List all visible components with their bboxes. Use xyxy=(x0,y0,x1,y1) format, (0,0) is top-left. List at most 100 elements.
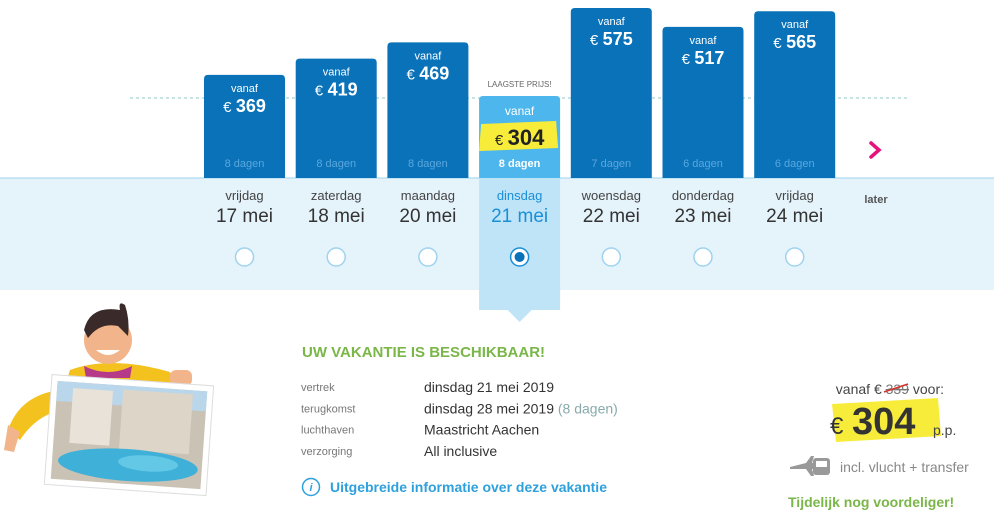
price-currency: € xyxy=(830,413,844,440)
weekday: donderdag xyxy=(672,188,734,203)
date: 23 mei xyxy=(674,206,731,227)
bar-price: € 304 xyxy=(495,125,545,150)
price-per: p.p. xyxy=(933,422,956,438)
bar-currency: € xyxy=(773,35,782,52)
price-bar xyxy=(754,11,836,178)
weekday: dinsdag xyxy=(497,188,543,203)
radio-dot xyxy=(514,252,525,262)
bar-currency: € xyxy=(223,99,232,116)
info-icon xyxy=(301,477,321,497)
bar-price: € 575 xyxy=(590,29,633,49)
detail-label: luchthaven xyxy=(301,425,354,437)
detail-value-text: dinsdag 28 mei 2019 xyxy=(424,400,554,416)
plane-icon xyxy=(790,456,822,476)
date: 20 mei xyxy=(399,206,456,227)
selected-pointer xyxy=(507,310,532,322)
info-link[interactable]: i Uitgebreide informatie over deze vakan… xyxy=(301,477,608,497)
old-currency: € xyxy=(874,381,882,397)
includes: incl. vlucht + transfer xyxy=(840,459,969,475)
bar-price: € 419 xyxy=(315,80,358,100)
date: 24 mei xyxy=(766,206,823,227)
offer-details: vertrek dinsdag 21 mei 2019 terugkomst dins… xyxy=(301,379,618,459)
later-link[interactable]: later xyxy=(864,194,888,206)
bar-price: € 565 xyxy=(773,32,816,52)
from-label: vanaf xyxy=(414,50,442,62)
bar-currency: € xyxy=(682,51,691,68)
price-suffix: voor: xyxy=(913,381,944,397)
from-label: vanaf xyxy=(323,67,351,79)
strike xyxy=(883,383,909,393)
price-prefix: vanaf xyxy=(836,381,870,397)
price-bar xyxy=(662,26,744,178)
detail-label: terugkomst xyxy=(301,403,355,415)
detail-label: vertrek xyxy=(301,382,335,394)
detail-value-text: Maastricht Aachen xyxy=(424,422,539,438)
bar-duration: 8 dagen xyxy=(499,158,541,170)
bar-duration: 8 dagen xyxy=(225,158,265,170)
detail-value: All inclusive xyxy=(424,443,497,459)
bar-duration: 8 dagen xyxy=(408,158,448,170)
bar-price-value: 575 xyxy=(603,29,633,49)
date-radio[interactable] xyxy=(693,247,713,267)
bar-duration: 8 dagen xyxy=(316,158,356,170)
date-radio[interactable] xyxy=(418,247,438,267)
date-radio[interactable] xyxy=(234,247,255,267)
detail-value: dinsdag 28 mei 2019 (8 dagen) xyxy=(424,400,618,416)
detail-value: Maastricht Aachen xyxy=(424,422,539,438)
from-label: vanaf xyxy=(690,35,718,47)
date-radio[interactable] xyxy=(784,247,805,267)
date: 18 mei xyxy=(308,206,365,227)
selected-column xyxy=(479,178,561,310)
price: 304 xyxy=(852,401,915,443)
from-label: vanaf xyxy=(598,16,626,28)
bar-price: € 369 xyxy=(223,96,266,116)
detail-value-text: dinsdag 21 mei 2019 xyxy=(424,379,554,395)
detail-label: verzorging xyxy=(301,446,352,458)
date-radio[interactable] xyxy=(326,247,346,267)
bar-price-value: 517 xyxy=(694,48,724,68)
from-label: vanaf xyxy=(231,83,259,95)
bar-price-value: 369 xyxy=(236,96,266,116)
bar-currency: € xyxy=(315,83,324,100)
date: 22 mei xyxy=(583,206,640,227)
price-bar xyxy=(295,58,377,178)
illustration xyxy=(4,303,215,497)
weekday: maandag xyxy=(401,188,455,203)
bar-duration: 7 dagen xyxy=(591,158,631,170)
weekday: zaterdag xyxy=(311,188,362,203)
offer-heading: UW VAKANTIE IS BESCHIKBAAR! xyxy=(302,344,545,361)
bar-currency: € xyxy=(406,66,415,83)
weekday: woensdag xyxy=(581,188,641,203)
detail-note: (8 dagen) xyxy=(558,400,618,416)
date: 21 mei xyxy=(491,206,548,227)
detail-value-text: All inclusive xyxy=(424,443,497,459)
bar-price-value: 469 xyxy=(419,63,449,83)
price-line: vanaf € 339 voor: xyxy=(836,381,944,397)
bar-currency: € xyxy=(590,32,599,49)
bar-price-value: 419 xyxy=(328,80,358,100)
promo: Tijdelijk nog voordeliger! xyxy=(788,494,954,510)
bar-price: € 517 xyxy=(682,48,725,68)
price-bar xyxy=(570,8,652,178)
detail-value: dinsdag 21 mei 2019 xyxy=(424,379,554,395)
transport-icons xyxy=(790,456,830,476)
bar-duration: 6 dagen xyxy=(775,158,815,170)
from-label: vanaf xyxy=(781,19,809,31)
price-bar xyxy=(387,42,469,178)
next-arrow[interactable] xyxy=(869,141,882,159)
from-label: vanaf xyxy=(505,104,535,118)
bar-price-value: 565 xyxy=(786,32,816,52)
info-link-text[interactable]: Uitgebreide informatie over deze vakanti… xyxy=(330,479,607,495)
lowest-label: LAAGSTE PRIJS! xyxy=(488,80,552,89)
date-radio[interactable] xyxy=(601,247,622,267)
bar-price-value: 304 xyxy=(508,125,545,150)
bar-price: € 469 xyxy=(406,63,449,83)
info-icon-glyph: i xyxy=(309,482,313,494)
weekday: vrijdag xyxy=(776,188,814,203)
bar-currency: € xyxy=(495,132,504,149)
old-price: 339 xyxy=(886,381,910,397)
price-bar xyxy=(204,74,285,178)
bar-duration: 6 dagen xyxy=(683,158,723,170)
